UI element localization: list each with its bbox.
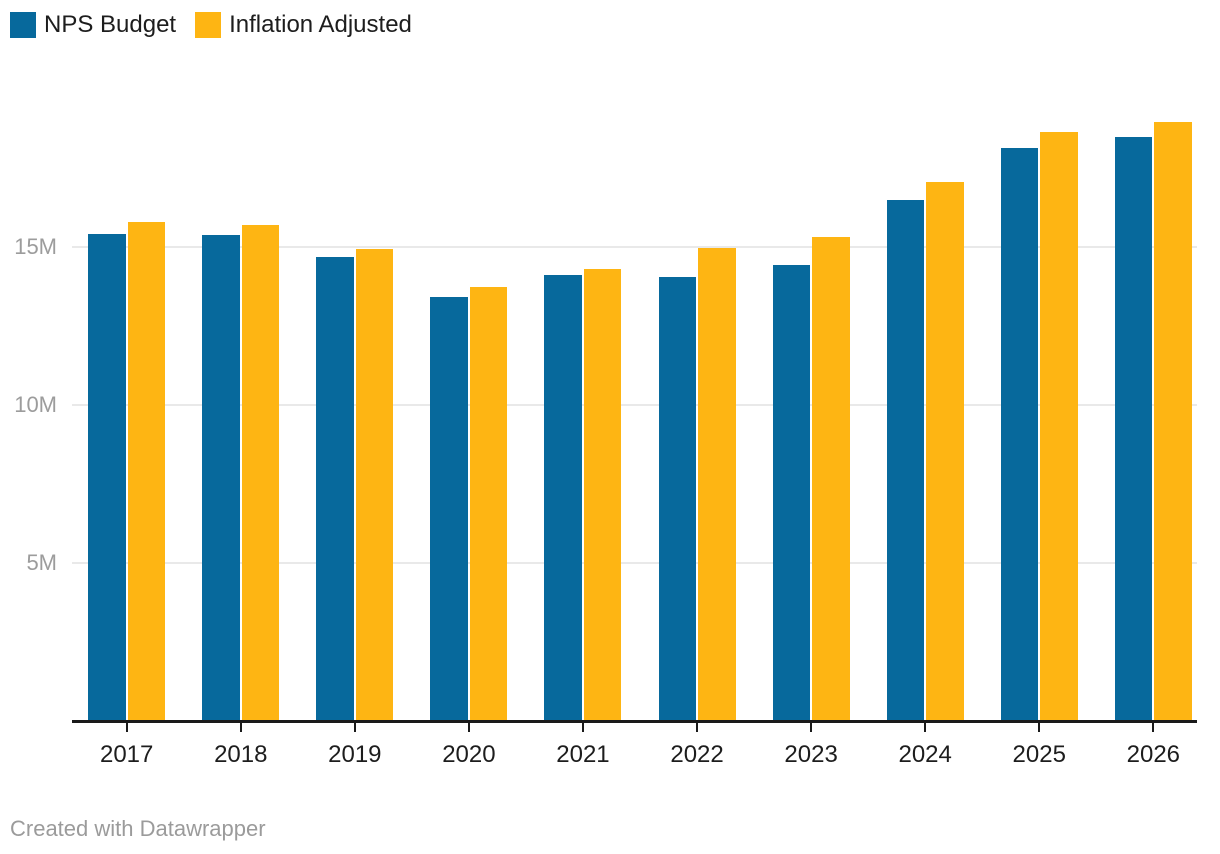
legend-label-nps-budget: NPS Budget bbox=[44, 11, 177, 38]
y-tick-label-15m: 15M bbox=[14, 234, 57, 259]
gridline-15m bbox=[72, 246, 1197, 248]
x-axis-tick-2019 bbox=[353, 723, 356, 732]
bar-nps-budget-2020 bbox=[430, 296, 468, 721]
bar-inflation-adjusted-2023 bbox=[812, 236, 850, 721]
gridline-5m bbox=[72, 562, 1197, 564]
x-tick-label-2025: 2025 bbox=[1012, 741, 1066, 768]
x-tick-label-2024: 2024 bbox=[898, 741, 952, 768]
x-axis-tick-2017 bbox=[125, 723, 128, 732]
footer-attribution: Created with Datawrapper bbox=[10, 816, 266, 841]
bar-inflation-adjusted-2018 bbox=[241, 225, 280, 721]
bar-inflation-adjusted-2021 bbox=[583, 269, 622, 721]
y-tick-label-10m: 10M bbox=[14, 392, 57, 417]
x-axis-tick-2025 bbox=[1038, 723, 1041, 732]
bar-nps-budget-2023 bbox=[772, 265, 811, 721]
x-tick-label-2018: 2018 bbox=[214, 741, 268, 768]
bar-inflation-adjusted-2020 bbox=[469, 287, 508, 721]
legend-item-inflation-adjusted: Inflation Adjusted bbox=[195, 11, 412, 39]
bar-nps-budget-2024 bbox=[886, 200, 925, 721]
bar-nps-budget-2025 bbox=[1000, 148, 1039, 721]
bar-inflation-adjusted-2024 bbox=[926, 181, 964, 721]
x-axis-line bbox=[72, 720, 1197, 723]
x-axis-tick-2026 bbox=[1152, 723, 1155, 732]
x-axis-tick-2021 bbox=[581, 723, 584, 732]
x-tick-label-2022: 2022 bbox=[670, 741, 724, 768]
legend-item-nps-budget: NPS Budget bbox=[10, 11, 176, 39]
legend-swatch-inflation-adjusted bbox=[195, 12, 222, 38]
y-tick-label-5m: 5M bbox=[26, 550, 57, 575]
x-tick-label-2019: 2019 bbox=[328, 741, 382, 768]
x-axis-tick-2023 bbox=[810, 723, 813, 732]
bar-inflation-adjusted-2022 bbox=[698, 247, 736, 721]
x-tick-label-2017: 2017 bbox=[99, 741, 154, 768]
bar-nps-budget-2026 bbox=[1114, 137, 1153, 721]
x-axis-tick-2020 bbox=[467, 723, 470, 732]
x-tick-label-2021: 2021 bbox=[556, 741, 610, 768]
bar-inflation-adjusted-2019 bbox=[355, 248, 394, 721]
x-axis-tick-2018 bbox=[239, 723, 242, 732]
bar-inflation-adjusted-2026 bbox=[1154, 121, 1192, 721]
bar-nps-budget-2022 bbox=[658, 277, 697, 721]
legend-swatch-nps-budget bbox=[10, 12, 36, 38]
gridline-10m bbox=[72, 404, 1197, 406]
bar-nps-budget-2017 bbox=[88, 233, 126, 721]
legend-label-inflation-adjusted: Inflation Adjusted bbox=[229, 11, 412, 38]
legend: NPS Budget Inflation Adjusted bbox=[10, 11, 412, 39]
x-tick-label-2023: 2023 bbox=[784, 741, 838, 768]
plot-area bbox=[72, 89, 1197, 721]
bar-inflation-adjusted-2025 bbox=[1040, 132, 1078, 721]
bar-nps-budget-2019 bbox=[316, 257, 354, 721]
x-tick-label-2020: 2020 bbox=[442, 741, 496, 768]
bar-inflation-adjusted-2017 bbox=[127, 222, 166, 721]
x-axis-tick-2022 bbox=[696, 723, 699, 732]
bar-nps-budget-2021 bbox=[544, 275, 582, 721]
x-tick-label-2026: 2026 bbox=[1126, 741, 1181, 768]
bar-nps-budget-2018 bbox=[202, 235, 240, 721]
x-axis-tick-2024 bbox=[924, 723, 927, 732]
